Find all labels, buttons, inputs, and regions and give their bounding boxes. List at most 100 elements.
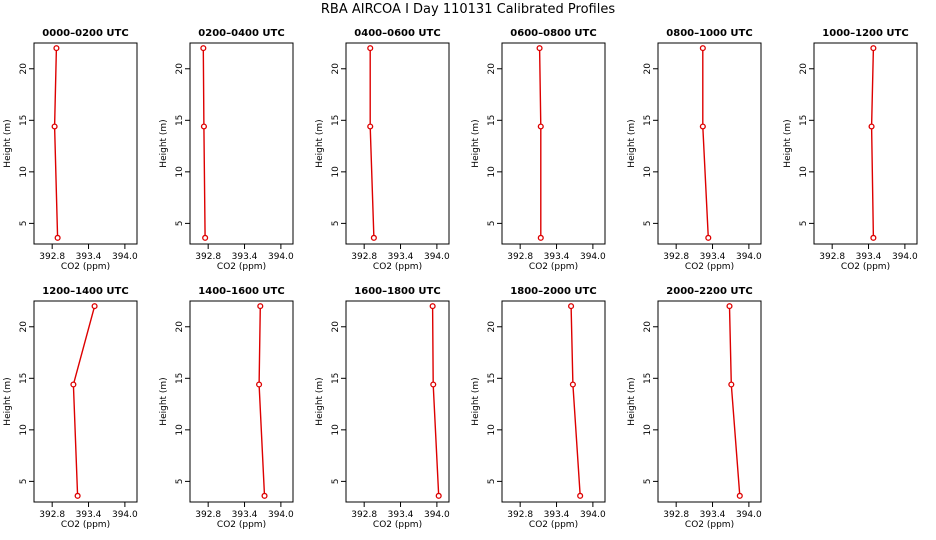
y-tick-label: 20: [331, 321, 341, 333]
x-tick-label: 393.4: [388, 252, 414, 262]
y-axis-label: Height (m): [159, 119, 169, 167]
y-tick-label: 10: [487, 424, 497, 436]
data-point: [870, 234, 877, 241]
plot-frame: [657, 42, 762, 245]
plot-frame: [501, 300, 606, 503]
x-tick-label: 392.8: [39, 252, 65, 262]
x-tick-label: 394.0: [268, 510, 294, 520]
x-tick-label: 394.0: [424, 510, 450, 520]
x-tick-label: 392.8: [663, 252, 689, 262]
data-point: [536, 45, 543, 52]
panel-title: 1200–1400 UTC: [42, 286, 128, 297]
x-tick-label: 393.4: [700, 510, 726, 520]
y-axis-label: Height (m): [3, 377, 13, 425]
y-tick-label: 10: [331, 166, 341, 178]
data-point: [370, 234, 377, 241]
y-tick-label: 20: [331, 63, 341, 75]
data-point: [54, 234, 61, 241]
x-axis-label: CO2 (ppm): [841, 262, 890, 272]
y-tick-label: 20: [19, 63, 29, 75]
data-point: [74, 492, 81, 499]
y-tick-label: 10: [487, 166, 497, 178]
y-tick-label: 20: [643, 63, 653, 75]
x-tick-label: 392.8: [351, 252, 377, 262]
y-axis-label: Height (m): [471, 377, 481, 425]
data-point: [51, 123, 58, 130]
y-tick-label: 5: [175, 479, 185, 485]
y-tick-label: 15: [487, 115, 497, 126]
x-tick-label: 392.8: [195, 252, 221, 262]
y-axis-label: Height (m): [315, 377, 325, 425]
series-line: [369, 48, 375, 238]
y-tick-label: 15: [643, 115, 653, 126]
y-tick-label: 15: [19, 373, 29, 384]
y-tick-label: 5: [487, 221, 497, 227]
plot-frame: [33, 42, 138, 245]
x-tick-label: 392.8: [195, 510, 221, 520]
data-point: [870, 45, 877, 52]
x-tick-label: 393.4: [232, 510, 258, 520]
y-tick-label: 10: [331, 424, 341, 436]
y-tick-label: 15: [643, 373, 653, 384]
y-axis-label: Height (m): [627, 377, 637, 425]
data-point: [568, 303, 575, 310]
x-axis-label: CO2 (ppm): [373, 520, 422, 530]
y-tick-label: 10: [799, 166, 809, 178]
y-tick-label: 10: [19, 424, 29, 436]
y-tick-label: 20: [175, 321, 185, 333]
data-point: [202, 234, 209, 241]
x-tick-label: 394.0: [112, 510, 138, 520]
data-point: [728, 381, 735, 388]
y-tick-label: 20: [487, 321, 497, 333]
plot-frame: [501, 42, 606, 245]
y-tick-label: 5: [175, 221, 185, 227]
x-tick-label: 392.8: [351, 510, 377, 520]
y-axis-label: Height (m): [315, 119, 325, 167]
x-tick-label: 394.0: [112, 252, 138, 262]
data-point: [726, 303, 733, 310]
data-point: [705, 234, 712, 241]
data-point: [257, 303, 264, 310]
y-axis-label: Height (m): [783, 119, 793, 167]
y-tick-label: 5: [487, 479, 497, 485]
x-tick-label: 392.8: [39, 510, 65, 520]
x-axis-label: CO2 (ppm): [373, 262, 422, 272]
plot-frame: [33, 300, 138, 503]
panel-title: 0200–0400 UTC: [198, 28, 284, 39]
y-tick-label: 15: [799, 115, 809, 126]
x-axis-label: CO2 (ppm): [61, 520, 110, 530]
y-tick-label: 10: [643, 424, 653, 436]
y-tick-label: 15: [487, 373, 497, 384]
x-axis-label: CO2 (ppm): [685, 520, 734, 530]
x-tick-label: 394.0: [892, 252, 918, 262]
y-tick-label: 10: [19, 166, 29, 178]
y-tick-label: 15: [175, 115, 185, 126]
y-tick-label: 5: [331, 221, 341, 227]
x-tick-label: 394.0: [736, 252, 762, 262]
series-line: [202, 48, 206, 238]
y-tick-label: 10: [175, 166, 185, 178]
plot-frame: [813, 42, 918, 245]
x-tick-label: 392.8: [507, 252, 533, 262]
x-tick-label: 394.0: [736, 510, 762, 520]
data-point: [367, 45, 374, 52]
data-point: [736, 492, 743, 499]
x-axis-label: CO2 (ppm): [217, 520, 266, 530]
data-point: [537, 234, 544, 241]
y-axis-label: Height (m): [3, 119, 13, 167]
figure-title: RBA AIRCOA I Day 110131 Calibrated Profi…: [321, 2, 615, 17]
y-tick-label: 20: [19, 321, 29, 333]
data-point: [91, 303, 98, 310]
plot-frame: [189, 42, 294, 245]
x-tick-label: 393.4: [76, 252, 102, 262]
plot-frame: [345, 300, 450, 503]
y-axis-label: Height (m): [627, 119, 637, 167]
